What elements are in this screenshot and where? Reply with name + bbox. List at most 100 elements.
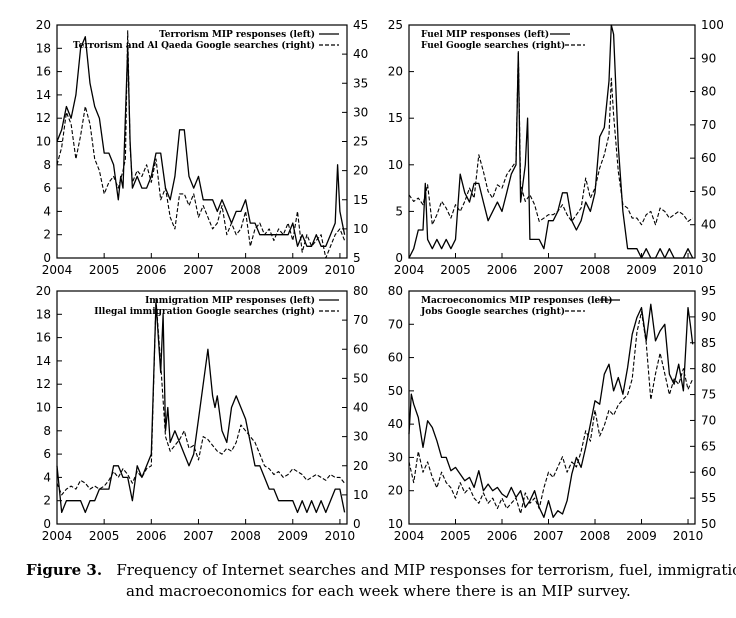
y-right-tick-label: 10 xyxy=(353,488,368,502)
y-left-tick-label: 70 xyxy=(388,317,403,331)
x-tick-label: 2008 xyxy=(230,529,261,543)
x-tick-label: 2010 xyxy=(325,263,356,277)
x-tick-label: 2004 xyxy=(394,529,425,543)
y-left-tick-label: 2 xyxy=(43,494,51,508)
y-right-tick-label: 60 xyxy=(701,465,716,479)
y-right-tick-label: 40 xyxy=(353,401,368,415)
x-tick-label: 2005 xyxy=(89,529,120,543)
y-right-tick-label: 35 xyxy=(353,76,368,90)
y-left-tick-label: 14 xyxy=(36,354,51,368)
y-left-tick-label: 12 xyxy=(36,377,51,391)
y-left-tick-label: 16 xyxy=(36,331,51,345)
y-right-tick-label: 45 xyxy=(353,18,368,32)
y-right-tick-label: 60 xyxy=(701,151,716,165)
series-line-google xyxy=(408,311,694,515)
y-right-tick-label: 25 xyxy=(353,135,368,149)
y-right-tick-label: 40 xyxy=(353,47,368,61)
x-tick-label: 2010 xyxy=(673,529,704,543)
y-left-tick-label: 50 xyxy=(388,384,403,398)
x-tick-label: 2005 xyxy=(440,263,471,277)
legend-label: Immigration MIP responses (left) xyxy=(145,295,315,306)
y-left-tick-label: 60 xyxy=(388,351,403,365)
x-tick-label: 2005 xyxy=(440,529,471,543)
chart-panel-bottom-right: 10 20 30 40 50 60 70 80 50 55 60 65 70 75 80 85 90 95 2004… xyxy=(388,284,717,543)
series-line-mip xyxy=(408,303,694,518)
y-right-tick-label: 20 xyxy=(353,164,368,178)
y-left-tick-label: 40 xyxy=(388,417,403,431)
y-left-tick-label: 30 xyxy=(388,450,403,464)
y-left-tick-label: 18 xyxy=(36,307,51,321)
legend-label: Fuel Google searches (right) xyxy=(421,40,565,51)
legend-label: Illegal immigration Google searches (rig… xyxy=(94,306,315,317)
y-left-tick-label: 10 xyxy=(388,158,403,172)
plot-frame xyxy=(408,290,696,525)
y-left-tick-label: 8 xyxy=(43,424,51,438)
y-right-tick-label: 65 xyxy=(701,439,716,453)
y-left-tick-label: 4 xyxy=(43,204,51,218)
x-tick-label: 2010 xyxy=(673,263,704,277)
y-left-tick-label: 15 xyxy=(388,111,403,125)
y-left-tick-label: 10 xyxy=(36,401,51,415)
y-right-tick-label: 85 xyxy=(701,336,716,350)
y-right-tick-label: 80 xyxy=(701,362,716,376)
x-tick-label: 2009 xyxy=(626,529,657,543)
y-right-tick-label: 0 xyxy=(353,517,361,531)
y-right-tick-label: 90 xyxy=(701,51,716,65)
y-left-tick-label: 80 xyxy=(388,284,403,298)
y-left-tick-label: 10 xyxy=(36,135,51,149)
x-tick-label: 2006 xyxy=(136,263,167,277)
series-line-mip xyxy=(56,301,346,514)
y-right-tick-label: 70 xyxy=(701,413,716,427)
series-line-google xyxy=(56,30,346,259)
legend-label: Terrorism MIP responses (left) xyxy=(159,29,315,40)
y-right-tick-label: 40 xyxy=(701,218,716,232)
y-left-tick-label: 6 xyxy=(43,181,51,195)
plot-frame xyxy=(408,24,696,259)
y-left-tick-label: 0 xyxy=(395,251,403,265)
y-left-tick-label: 2 xyxy=(43,228,51,242)
y-right-tick-label: 30 xyxy=(353,430,368,444)
x-tick-label: 2004 xyxy=(42,529,73,543)
y-left-tick-label: 8 xyxy=(43,158,51,172)
x-tick-label: 2006 xyxy=(487,263,518,277)
y-right-tick-label: 50 xyxy=(353,371,368,385)
x-tick-label: 2004 xyxy=(394,263,425,277)
y-right-tick-label: 100 xyxy=(701,18,724,32)
series-line-mip xyxy=(408,24,694,259)
y-right-tick-label: 50 xyxy=(701,517,716,531)
y-right-tick-label: 70 xyxy=(701,118,716,132)
x-tick-label: 2009 xyxy=(626,263,657,277)
chart-panel-top-right: 0 5 10 15 20 25 30 40 50 60 70 80 90 100 2004 2005 2006 2… xyxy=(388,18,724,277)
y-left-tick-label: 20 xyxy=(36,18,51,32)
y-right-tick-label: 15 xyxy=(353,193,368,207)
chart-panel-bottom-left: 0 2 4 6 8 10 12 14 16 18 20 0 10 20 30 40 50 60 70 80 2004 20… xyxy=(36,284,369,543)
legend-label: Macroeconomics MIP responses (left) xyxy=(421,295,613,306)
x-tick-label: 2007 xyxy=(533,529,564,543)
y-left-tick-label: 25 xyxy=(388,18,403,32)
y-left-tick-label: 20 xyxy=(36,284,51,298)
x-tick-label: 2010 xyxy=(325,529,356,543)
x-tick-label: 2006 xyxy=(487,529,518,543)
x-tick-label: 2009 xyxy=(277,529,308,543)
series-line-google xyxy=(56,299,346,496)
y-left-tick-label: 20 xyxy=(388,484,403,498)
y-right-tick-label: 90 xyxy=(701,310,716,324)
y-left-tick-label: 5 xyxy=(395,204,403,218)
y-right-tick-label: 10 xyxy=(353,222,368,236)
y-right-tick-label: 60 xyxy=(353,342,368,356)
y-right-tick-label: 30 xyxy=(353,105,368,119)
y-left-tick-label: 12 xyxy=(36,111,51,125)
y-left-tick-label: 18 xyxy=(36,41,51,55)
legend-label: Terrorism and Al Qaeda Google searches (… xyxy=(73,40,315,51)
x-tick-label: 2006 xyxy=(136,529,167,543)
x-tick-label: 2007 xyxy=(533,263,564,277)
y-right-tick-label: 5 xyxy=(353,251,361,265)
y-left-tick-label: 10 xyxy=(388,517,403,531)
y-left-tick-label: 20 xyxy=(388,65,403,79)
y-right-tick-label: 75 xyxy=(701,388,716,402)
y-right-tick-label: 30 xyxy=(701,251,716,265)
x-tick-label: 2007 xyxy=(183,263,214,277)
y-left-tick-label: 6 xyxy=(43,447,51,461)
y-left-tick-label: 16 xyxy=(36,65,51,79)
legend-label: Fuel MIP responses (left) xyxy=(421,29,549,40)
